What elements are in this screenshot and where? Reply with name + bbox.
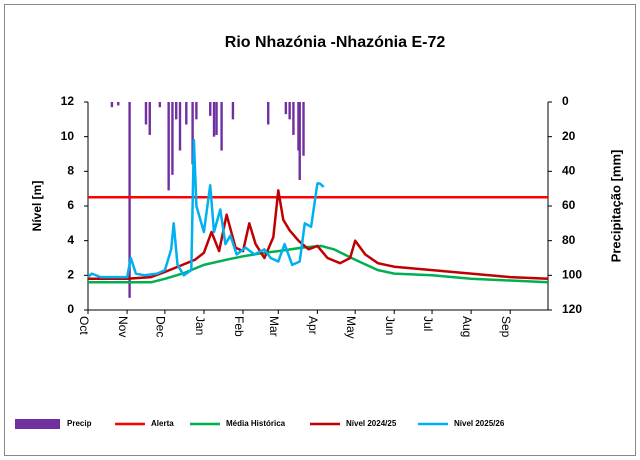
precip-bar xyxy=(178,102,182,151)
x-tick-label: Oct xyxy=(77,316,91,335)
y-tick-label: 4 xyxy=(67,233,74,247)
precip-bar xyxy=(110,102,114,108)
precip-bar xyxy=(191,102,194,165)
x-tick-label: Sep xyxy=(499,316,513,338)
y2-tick-label: 120 xyxy=(562,302,582,316)
precip-bar xyxy=(292,102,295,135)
y-tick-label: 12 xyxy=(61,94,75,108)
precip-bar xyxy=(171,102,174,175)
precip-bar xyxy=(195,102,198,120)
x-tick-label: Feb xyxy=(232,316,246,337)
y2-tick-label: 80 xyxy=(562,233,576,247)
precip-bar xyxy=(209,102,212,116)
y2-tick-label: 20 xyxy=(562,129,576,143)
precip-bar xyxy=(148,102,151,135)
x-tick-label: Mar xyxy=(267,316,281,337)
x-tick-label: Jan xyxy=(193,316,207,335)
x-tick-label: Jul xyxy=(421,316,435,331)
series-line xyxy=(88,189,549,281)
series-line xyxy=(87,138,325,279)
chart-frame xyxy=(4,4,636,456)
x-tick-label: Nov xyxy=(116,316,130,337)
precip-bar xyxy=(128,102,131,298)
precip-bar xyxy=(215,102,218,135)
precip-bar xyxy=(231,102,235,120)
y2-axis-label: Precipitação [mm] xyxy=(608,150,623,263)
y-tick-label: 6 xyxy=(67,198,74,212)
precip-bar xyxy=(144,102,148,125)
precip-bar xyxy=(288,102,291,120)
precip-bar xyxy=(117,102,120,106)
precip-bar xyxy=(220,102,223,151)
precip-bar xyxy=(298,102,301,180)
y-axis-label: Nível [m] xyxy=(30,181,44,232)
precip-bar xyxy=(185,102,188,125)
y-tick-label: 8 xyxy=(67,164,74,178)
precip-bar xyxy=(302,102,305,156)
precip-bar xyxy=(212,102,216,137)
legend-label: Nível 2025/26 xyxy=(454,419,505,428)
precip-bar xyxy=(267,102,270,125)
precip-bar xyxy=(284,102,288,115)
precip-bar xyxy=(297,102,300,151)
x-tick-label: May xyxy=(344,316,358,339)
precip-bar xyxy=(167,102,170,191)
legend-label: Alerta xyxy=(151,419,174,428)
y2-tick-label: 60 xyxy=(562,198,576,212)
y-tick-label: 0 xyxy=(67,302,74,316)
legend-label: Precip xyxy=(67,419,92,428)
y-tick-label: 2 xyxy=(67,268,74,282)
series-line xyxy=(88,244,549,284)
chart-title: Rio Nhazónia -Nhazónia E-72 xyxy=(225,34,446,51)
legend-label: Nível 2024/25 xyxy=(346,419,397,428)
x-tick-label: Apr xyxy=(306,316,320,335)
y2-tick-label: 0 xyxy=(562,94,569,108)
x-tick-label: Jun xyxy=(383,316,397,335)
y-tick-label: 10 xyxy=(61,129,75,143)
precip-bar xyxy=(175,102,178,120)
y2-tick-label: 40 xyxy=(562,164,576,178)
legend-swatch xyxy=(15,419,60,429)
legend-label: Média Histórica xyxy=(226,419,286,428)
x-tick-label: Aug xyxy=(460,316,474,337)
y2-tick-label: 100 xyxy=(562,268,582,282)
precip-bar xyxy=(158,102,162,108)
x-tick-label: Dec xyxy=(154,316,168,337)
